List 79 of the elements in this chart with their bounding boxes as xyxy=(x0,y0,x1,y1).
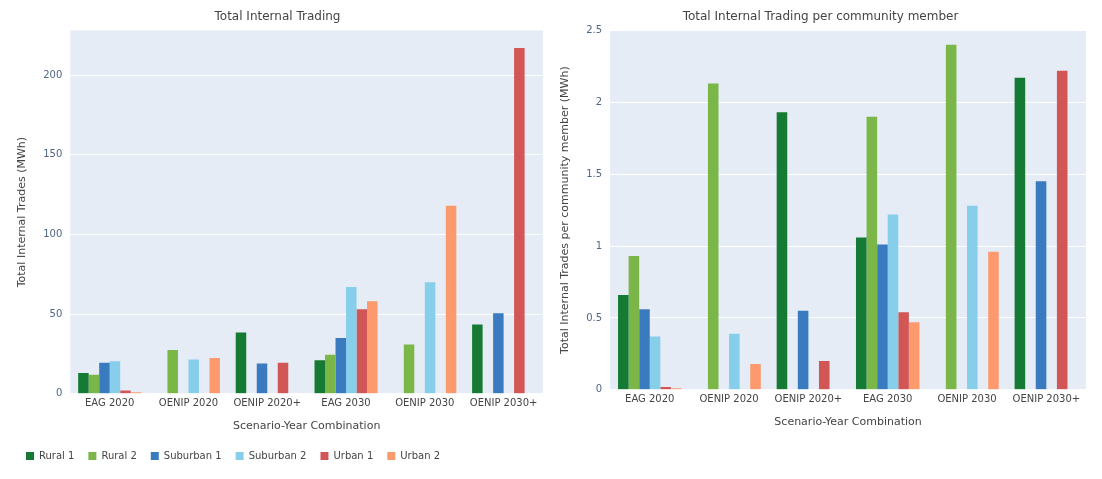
bar xyxy=(188,359,199,394)
y-tick-label: 50 xyxy=(49,307,63,319)
bar xyxy=(209,357,220,394)
x-tick-label: EAG 2020 xyxy=(84,397,135,409)
bar xyxy=(78,373,89,394)
bar xyxy=(325,354,336,394)
bar xyxy=(493,313,504,394)
y-tick-label: 0.5 xyxy=(586,311,603,323)
bar xyxy=(877,244,888,390)
y-tick-label: 1 xyxy=(595,239,603,251)
y-axis-title: Total Internal Trades (MWh) xyxy=(15,136,29,289)
bar xyxy=(109,361,121,394)
bar xyxy=(639,309,650,390)
bar xyxy=(945,44,957,390)
bar xyxy=(866,116,878,390)
bar xyxy=(167,349,178,394)
bar xyxy=(99,362,110,394)
x-tick-label: OENIP 2030+ xyxy=(469,397,538,409)
y-axis-title: Total Internal Trades per community member (MWh) xyxy=(558,66,572,355)
legend-label: Urban 2 xyxy=(400,449,441,461)
bar xyxy=(1056,70,1068,390)
bar xyxy=(514,47,525,394)
y-tick-label: 0 xyxy=(55,387,63,399)
bar xyxy=(628,256,640,390)
x-tick-label: OENIP 2030 xyxy=(937,393,997,405)
x-tick-label: OENIP 2030+ xyxy=(1012,393,1081,405)
bar xyxy=(1035,181,1047,390)
bar xyxy=(898,312,909,390)
x-tick-label: EAG 2020 xyxy=(625,393,675,405)
y-tick-label: 100 xyxy=(43,228,63,240)
bar xyxy=(403,344,415,394)
x-axis-title: Scenario-Year Combination xyxy=(232,419,381,433)
bar xyxy=(887,214,899,390)
bar xyxy=(472,324,483,394)
bar xyxy=(356,309,368,394)
y-tick-label: 0 xyxy=(595,383,603,395)
y-tick-label: 2.5 xyxy=(586,23,603,35)
bar xyxy=(335,338,347,394)
x-tick-label: OENIP 2020 xyxy=(699,393,759,405)
bar xyxy=(424,282,436,394)
chart-title: Total Internal Trading xyxy=(213,9,341,24)
legend-label: Suburban 2 xyxy=(248,449,307,461)
legend-label: Suburban 1 xyxy=(163,449,222,461)
x-tick-label: EAG 2030 xyxy=(863,393,913,405)
bar xyxy=(277,362,289,394)
legend-label: Rural 2 xyxy=(101,449,137,461)
bar xyxy=(908,322,920,390)
bar xyxy=(88,374,100,394)
y-tick-label: 1.5 xyxy=(586,167,603,179)
x-tick-label: OENIP 2020+ xyxy=(774,393,843,405)
bar xyxy=(855,237,867,390)
bar xyxy=(818,361,830,390)
bar xyxy=(707,83,719,390)
bar xyxy=(797,310,809,390)
bar xyxy=(649,336,661,390)
bar xyxy=(314,360,326,394)
y-tick-label: 200 xyxy=(43,68,63,80)
bar xyxy=(776,112,788,390)
bar xyxy=(750,363,761,390)
bar xyxy=(618,294,629,390)
legend-label: Rural 1 xyxy=(39,449,75,461)
bar xyxy=(729,333,740,390)
bar xyxy=(346,287,357,394)
bar xyxy=(445,205,457,394)
x-tick-label: OENIP 2020+ xyxy=(233,397,302,409)
x-tick-label: OENIP 2030 xyxy=(395,397,455,409)
bar xyxy=(967,205,978,390)
bar xyxy=(235,332,247,394)
x-tick-label: OENIP 2020 xyxy=(158,397,219,409)
y-tick-label: 2 xyxy=(595,95,603,107)
bar xyxy=(1014,77,1026,390)
y-tick-label: 150 xyxy=(43,148,63,160)
x-tick-label: EAG 2030 xyxy=(321,397,371,409)
chart-title: Total Internal Trading per community member xyxy=(681,9,959,24)
legend-label: Urban 1 xyxy=(333,449,374,461)
bar xyxy=(367,301,378,394)
bar xyxy=(256,363,268,394)
x-axis-title: Scenario-Year Combination xyxy=(774,415,922,429)
bar xyxy=(988,251,999,390)
